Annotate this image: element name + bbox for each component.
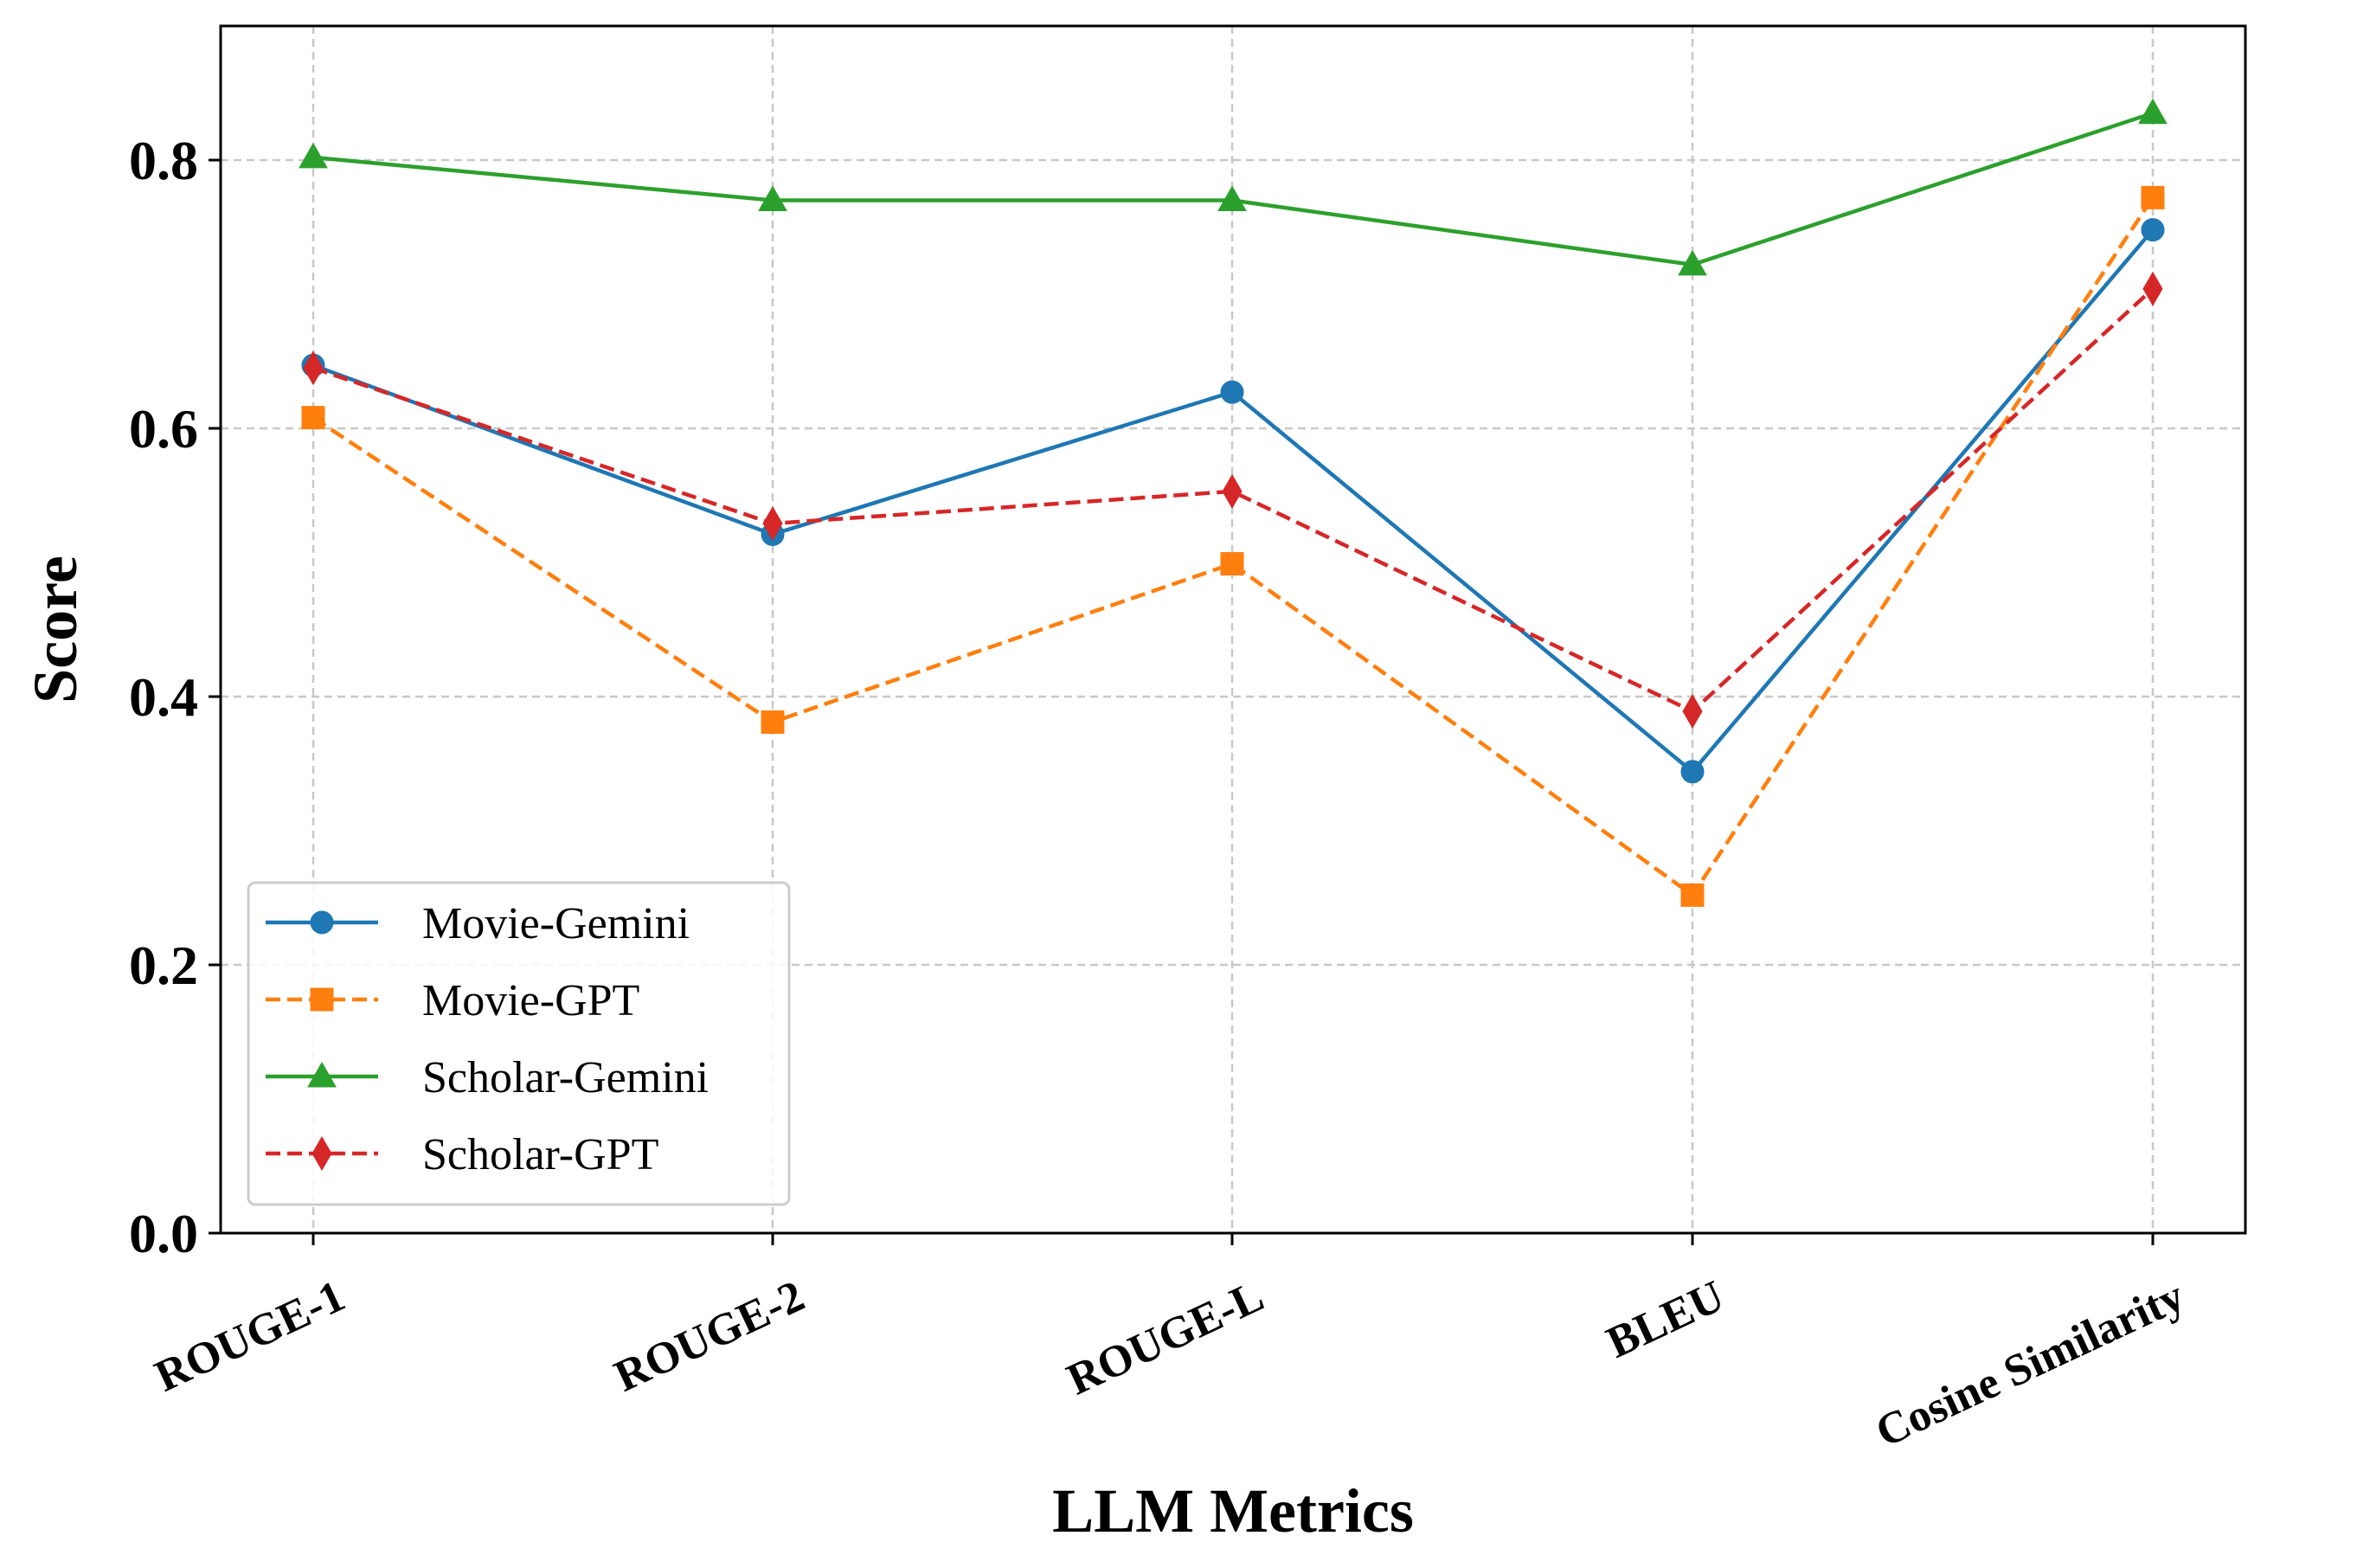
y-axis-title: Score [21, 556, 90, 704]
data-point [762, 506, 783, 542]
y-tick-label: 0.6 [129, 398, 198, 459]
legend-item: Scholar-Gemini [266, 1053, 709, 1102]
x-tick-label: ROUGE-L [1060, 1271, 1271, 1404]
series-scholar-gpt [303, 271, 2163, 729]
y-tick-label: 0.0 [129, 1203, 198, 1264]
data-point [2138, 98, 2168, 125]
data-point [1217, 185, 1247, 211]
data-point [1682, 694, 1703, 729]
legend-label: Scholar-Gemini [422, 1053, 709, 1102]
y-tick-label: 0.2 [129, 935, 198, 996]
x-axis-title: LLM Metrics [1052, 1476, 1414, 1546]
legend-label: Movie-GPT [422, 976, 639, 1025]
data-point [1220, 380, 1244, 404]
legend-label: Scholar-GPT [422, 1130, 658, 1179]
x-tick-label: Cosine Similarity [1868, 1271, 2192, 1457]
data-point [303, 350, 324, 386]
legend-label: Movie-Gemini [422, 899, 690, 948]
data-point [1222, 473, 1243, 509]
data-point [299, 142, 328, 169]
y-tick-label: 0.8 [129, 130, 198, 191]
data-point [2141, 185, 2165, 209]
y-axis-ticks: 0.0 0.2 0.4 0.6 0.8 [129, 130, 221, 1264]
y-tick-label: 0.4 [129, 666, 198, 728]
data-point [761, 710, 785, 734]
series-line [311, 196, 2155, 897]
legend-item: Movie-GPT [266, 976, 639, 1025]
x-axis-ticks: ROUGE-1 ROUGE-2 ROUGE-L BLEU Cosine Similari… [148, 1233, 2192, 1457]
legend-marker [307, 1061, 337, 1088]
legend-marker [310, 910, 334, 935]
legend-box [247, 881, 791, 1206]
x-tick-label: ROUGE-2 [607, 1271, 812, 1402]
data-point [1680, 760, 1705, 784]
x-tick-label: ROUGE-1 [148, 1271, 352, 1402]
data-point [758, 185, 787, 211]
legend-item: Scholar-GPT [266, 1130, 658, 1179]
data-point [2142, 271, 2163, 306]
series-movie-gpt [301, 185, 2165, 907]
series-lines [299, 98, 2168, 907]
data-point [1680, 883, 1705, 907]
data-point [301, 406, 325, 430]
legend-item: Movie-Gemini [266, 899, 690, 948]
data-point [1678, 249, 1707, 276]
x-tick-label: BLEU [1600, 1271, 1731, 1368]
series-scholar-gemini [299, 98, 2168, 276]
data-point [2141, 218, 2165, 242]
legend-marker [310, 987, 334, 1012]
legend: Movie-Gemini Movie-GPT Scholar-Gemini Schol… [247, 881, 791, 1206]
data-point [1220, 552, 1244, 576]
legend-marker [311, 1136, 332, 1171]
